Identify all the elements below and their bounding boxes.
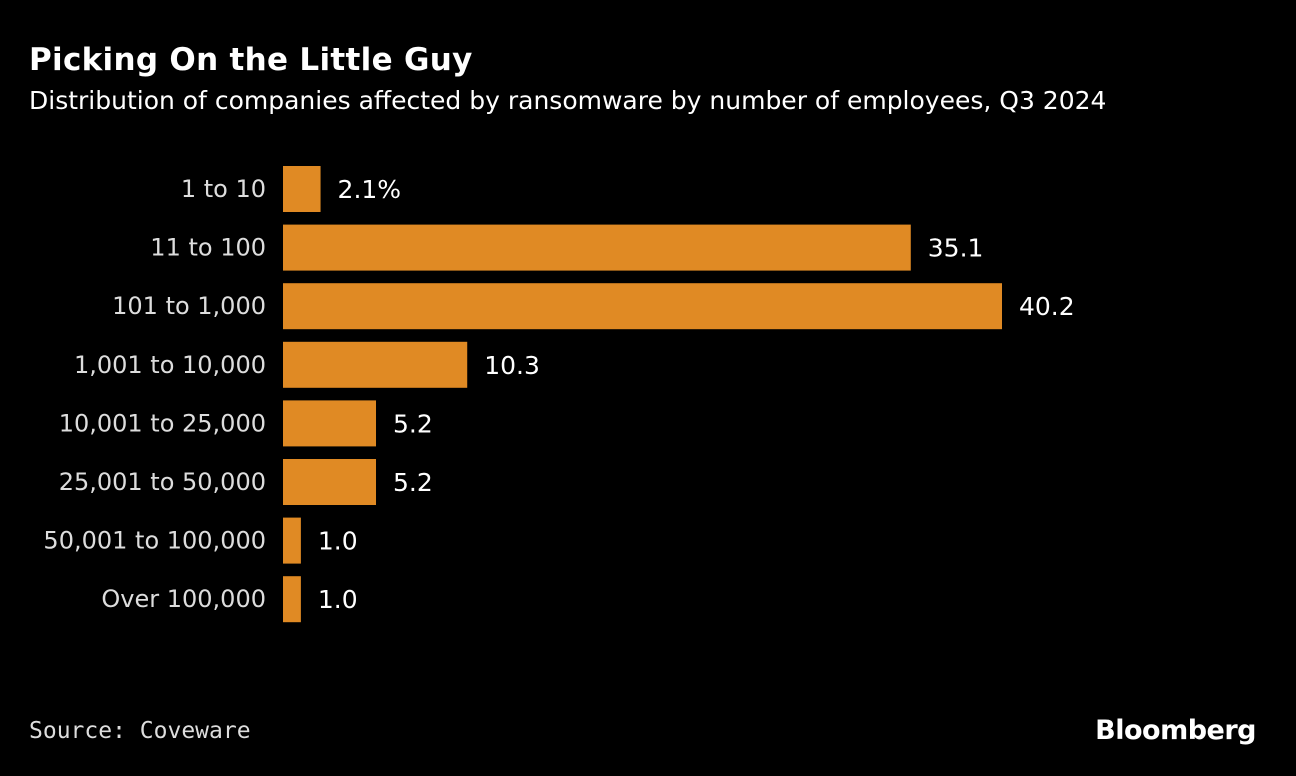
- data-label: 2.1%: [338, 175, 402, 204]
- bar: [283, 459, 377, 505]
- category-label: 10,001 to 25,000: [59, 409, 266, 437]
- chart-title: Picking On the Little Guy: [29, 42, 473, 78]
- data-label: 5.2: [393, 468, 433, 497]
- bar: [283, 224, 911, 271]
- category-label: 25,001 to 50,000: [59, 468, 266, 496]
- category-label: 50,001 to 100,000: [43, 527, 266, 555]
- bar: [283, 341, 468, 388]
- source-note: Source: Coveware: [29, 718, 251, 744]
- category-label: 101 to 1,000: [112, 292, 266, 320]
- bar: [283, 283, 1002, 330]
- data-label: 40.2: [1019, 292, 1075, 321]
- bar: [283, 576, 301, 623]
- category-label: Over 100,000: [101, 585, 266, 613]
- data-label: 1.0: [318, 527, 358, 556]
- category-label: 1,001 to 10,000: [74, 351, 266, 379]
- data-label: 1.0: [318, 585, 358, 614]
- data-label: 5.2: [393, 409, 433, 438]
- bloomberg-logo: Bloomberg: [1095, 715, 1256, 746]
- chart-subtitle: Distribution of companies affected by ra…: [29, 86, 1107, 115]
- data-label: 35.1: [928, 234, 984, 263]
- category-label: 11 to 100: [150, 234, 266, 262]
- bar: [283, 166, 321, 212]
- bar: [283, 517, 301, 564]
- data-label: 10.3: [484, 351, 540, 380]
- bar: [283, 400, 377, 447]
- category-label: 1 to 10: [181, 175, 266, 203]
